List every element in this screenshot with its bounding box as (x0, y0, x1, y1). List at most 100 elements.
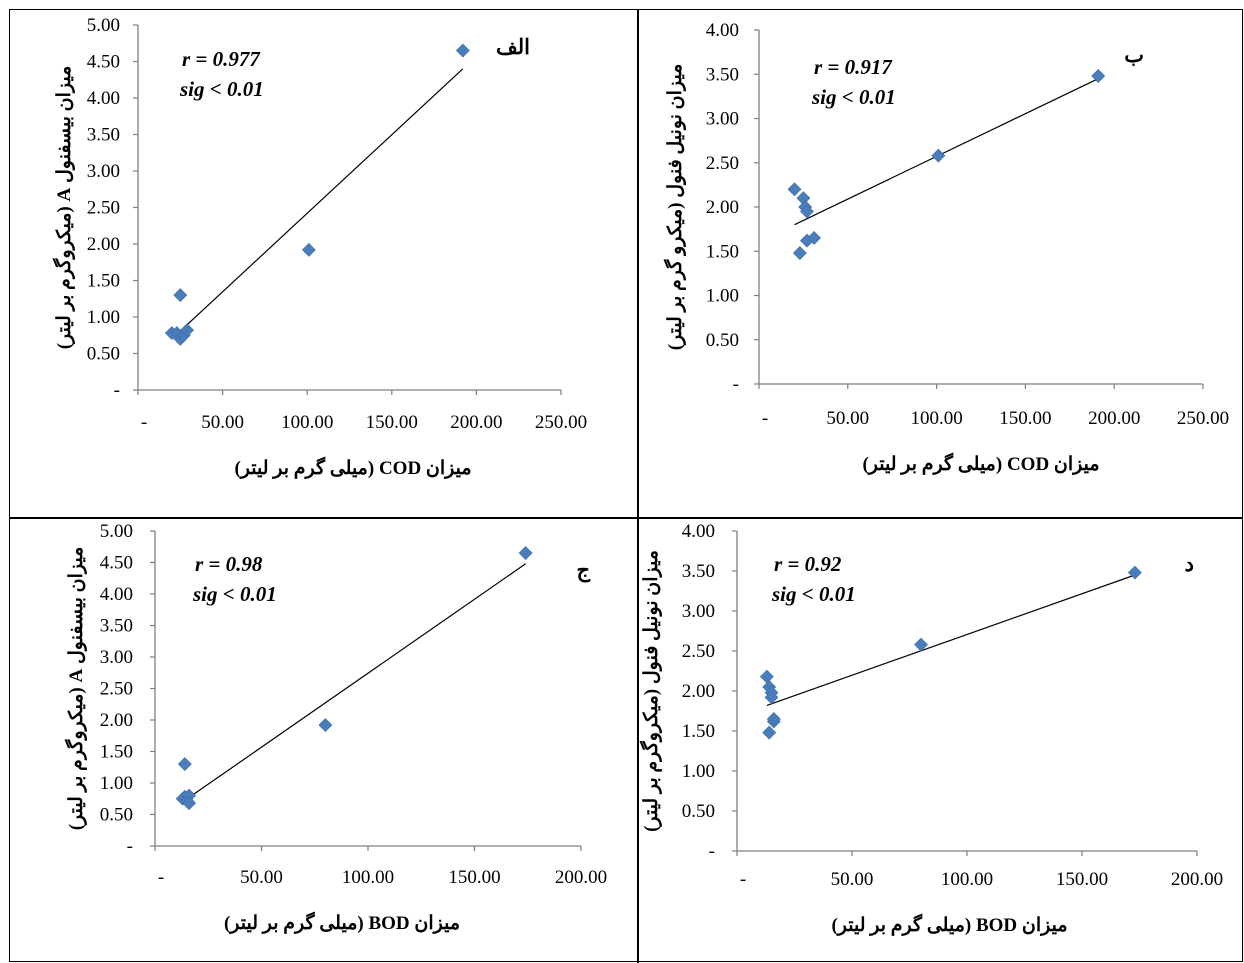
y-tick-label: 2.50 (87, 198, 120, 219)
y-tick-label: 3.00 (100, 647, 133, 668)
correlation-coefficient: r = 0.98 (195, 552, 263, 576)
x-tick-label: 100.00 (941, 869, 993, 890)
data-point (914, 637, 928, 652)
x-tick-label: 50.00 (831, 869, 874, 890)
y-tick-label: 3.50 (682, 561, 715, 582)
chart-panel-alef: - 0.50 1.00 1.50 2.00 2.50 3.00 3.50 4.00 4.50 5.0… (52, 15, 587, 479)
data-point (792, 246, 807, 260)
x-axis-label: میزان BOD (میلی گرم بر لیتر) (224, 911, 460, 934)
data-point (318, 718, 333, 732)
data-point (180, 323, 194, 338)
data-point (762, 725, 777, 740)
data-point (1091, 69, 1106, 83)
data-point (800, 204, 814, 219)
y-axis-label: میزان بیسفنول A (میکروگرم بر لیتر) (52, 66, 75, 350)
x-axis-label: میزان BOD (میلی گرم بر لیتر) (831, 913, 1067, 936)
data-point (759, 669, 774, 684)
correlation-coefficient: r = 0.92 (774, 552, 842, 576)
y-tick-label: 2.50 (682, 641, 715, 662)
y-axis-label: میزان نونیل فنول (میکرو گرم بر لیتر) (663, 64, 686, 351)
x-tick-label: 50.00 (201, 412, 244, 433)
trendline (766, 574, 1136, 706)
y-tick-label: 2.00 (100, 710, 133, 731)
data-point (787, 182, 802, 197)
y-tick-label: 3.50 (87, 125, 120, 146)
x-tick-label: - (158, 867, 164, 888)
chart-panel-jim: - 0.50 1.00 1.50 2.00 2.50 3.00 3.50 4.00 4.50 5.0… (64, 521, 607, 934)
x-tick-label: 50.00 (240, 867, 283, 888)
y-tick-label: 3.00 (87, 161, 120, 182)
y-tick-label: 1.00 (706, 286, 739, 307)
y-tick-label: 5.00 (100, 521, 133, 542)
y-tick-label: 2.50 (706, 153, 739, 174)
x-tick-label: 200.00 (450, 412, 502, 433)
x-tick-label: 250.00 (1177, 408, 1229, 429)
y-tick-label: 4.00 (100, 584, 133, 605)
significance-text: sig < 0.01 (192, 582, 277, 606)
y-tick-label: 3.50 (706, 64, 739, 85)
y-tick-label: - (709, 841, 715, 862)
y-tick-label: 4.00 (706, 20, 739, 41)
figure-frame (9, 9, 1243, 962)
chart-panel-be: - 0.50 1.00 1.50 2.00 2.50 3.00 3.50 4.00 - 50.00 1… (663, 20, 1229, 475)
x-tick-label: 250.00 (535, 412, 587, 433)
x-tick-label: 200.00 (1088, 408, 1140, 429)
x-tick-label: 150.00 (999, 408, 1051, 429)
data-point (455, 43, 470, 58)
x-tick-label: 200.00 (555, 867, 607, 888)
x-tick-label: 150.00 (366, 412, 418, 433)
panel-label: الف (496, 35, 530, 59)
panel-divider-horizontal (9, 517, 1243, 519)
significance-text: sig < 0.01 (179, 77, 264, 101)
x-tick-label: - (762, 408, 768, 429)
data-point (177, 757, 192, 772)
y-tick-label: 4.00 (682, 521, 715, 542)
y-axis-label: میزان بیسفنول A (میکروگرم بر لیتر) (64, 547, 87, 831)
y-tick-label: 2.00 (706, 197, 739, 218)
significance-text: sig < 0.01 (811, 85, 896, 109)
y-tick-label: - (733, 374, 739, 395)
trendline (182, 563, 526, 803)
x-tick-label: 100.00 (910, 408, 962, 429)
y-tick-label: 3.00 (682, 601, 715, 622)
correlation-coefficient: r = 0.977 (182, 47, 261, 71)
x-axis-label: میزان COD (میلی گرم بر لیتر) (862, 452, 1099, 475)
data-point (518, 546, 533, 560)
y-tick-label: 0.50 (682, 801, 715, 822)
trendline (794, 78, 1099, 226)
data-point (173, 288, 188, 303)
y-tick-label: 1.00 (87, 307, 120, 328)
x-tick-label: 100.00 (342, 867, 394, 888)
y-tick-label: 4.50 (87, 52, 120, 73)
x-tick-label: 150.00 (1056, 869, 1108, 890)
y-tick-label: 1.00 (100, 773, 133, 794)
y-tick-label: 1.00 (682, 761, 715, 782)
panel-label: ج (576, 558, 590, 583)
y-tick-label: 2.00 (87, 234, 120, 255)
y-axis-label: میزان نونیل فنول (میکروگرم بر لیتر) (639, 550, 662, 832)
correlation-coefficient: r = 0.917 (814, 55, 893, 79)
y-tick-label: 3.00 (706, 109, 739, 130)
y-tick-label: 4.50 (100, 553, 133, 574)
data-point (766, 712, 781, 726)
y-tick-label: 0.50 (100, 805, 133, 826)
chart-panel-dal: - 0.50 1.00 1.50 2.00 2.50 3.00 3.50 4.00 - 50.00 1… (639, 521, 1223, 936)
data-point (1127, 565, 1142, 580)
y-tick-label: 1.50 (682, 721, 715, 742)
y-tick-label: 3.50 (100, 616, 133, 637)
y-tick-label: - (127, 836, 133, 857)
x-axis-label: میزان COD (میلی گرم بر لیتر) (234, 456, 471, 479)
y-tick-label: 2.50 (100, 679, 133, 700)
trendline (171, 68, 464, 340)
y-tick-label: 1.50 (706, 241, 739, 262)
data-point (301, 242, 316, 257)
significance-text: sig < 0.01 (771, 582, 856, 606)
data-point (182, 796, 197, 811)
x-tick-label: 200.00 (1171, 869, 1223, 890)
panel-divider-vertical (637, 9, 639, 963)
data-point (931, 148, 946, 163)
y-tick-label: 0.50 (706, 330, 739, 351)
x-tick-label: 100.00 (281, 412, 333, 433)
y-tick-label: 1.50 (100, 742, 133, 763)
y-tick-label: 5.00 (87, 15, 120, 36)
